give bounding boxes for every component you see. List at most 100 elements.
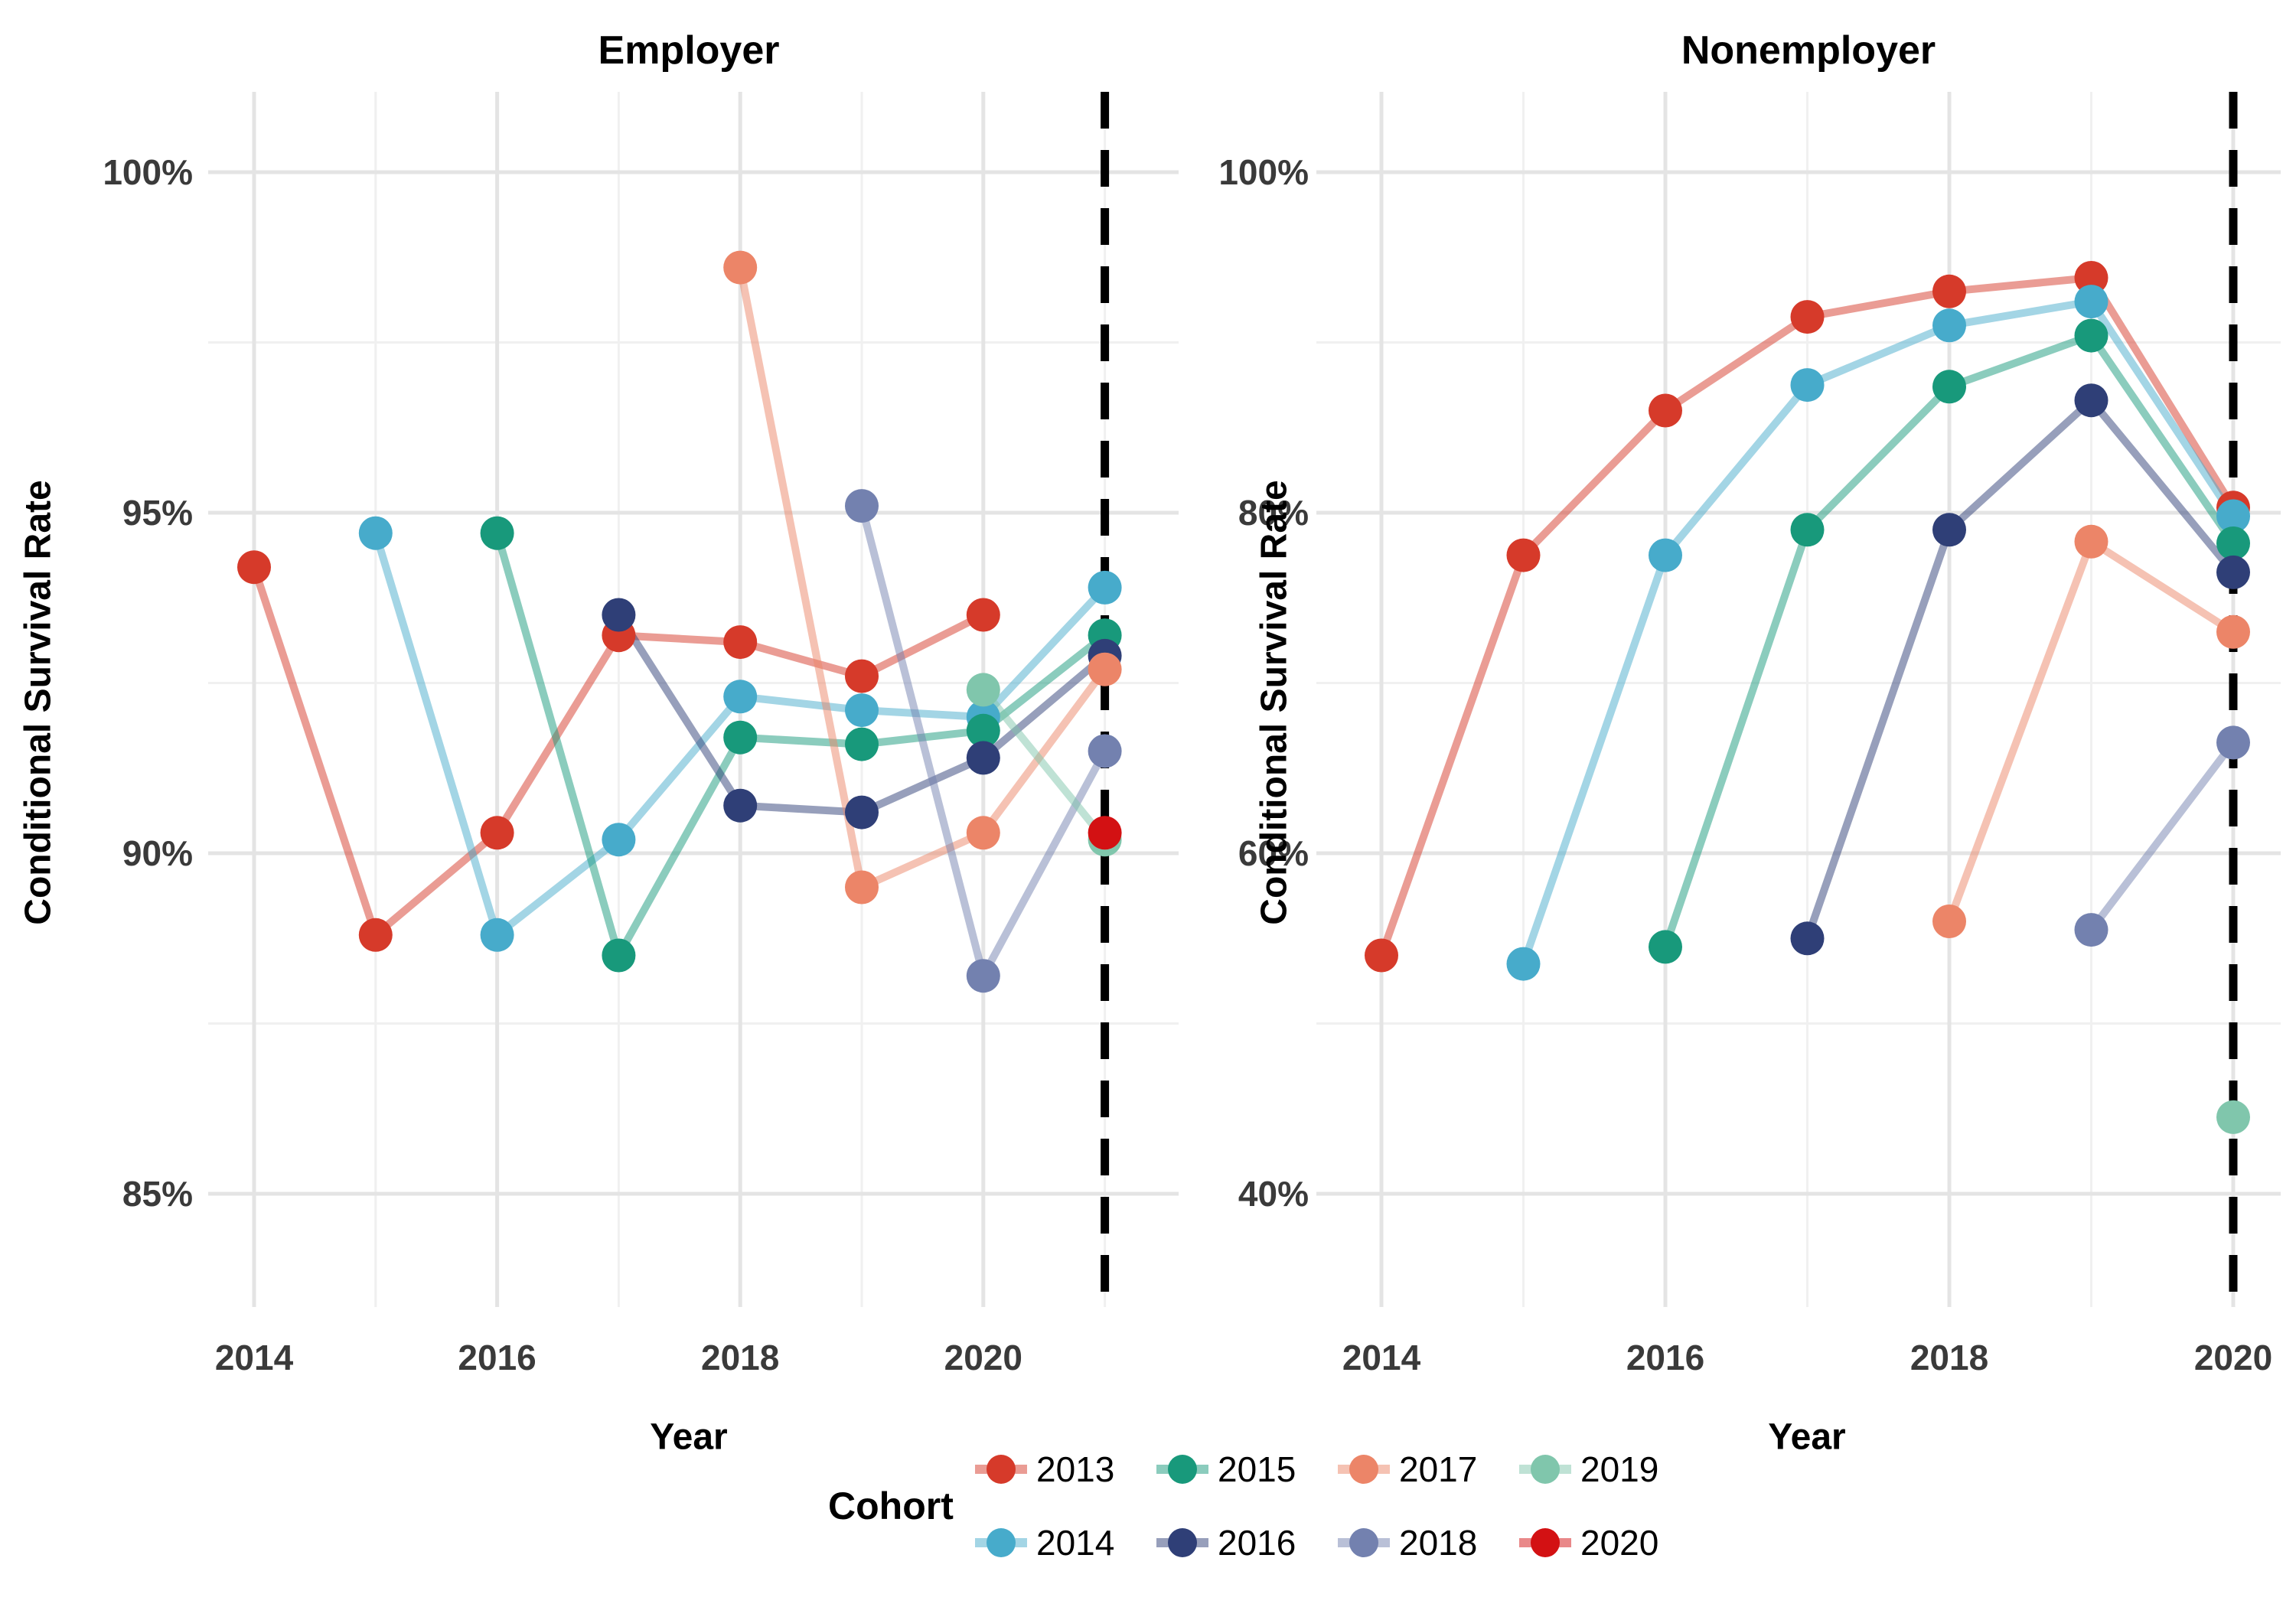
legend-swatch-2019 bbox=[1531, 1455, 1560, 1484]
x-tick-label: 2016 bbox=[458, 1338, 536, 1377]
data-point-2017 bbox=[845, 870, 879, 905]
y-tick-label: 80% bbox=[1238, 493, 1309, 533]
data-point-2017 bbox=[966, 816, 1000, 850]
data-point-2016 bbox=[602, 598, 636, 632]
data-point-2013 bbox=[1790, 300, 1825, 334]
panel-title-employer: Employer bbox=[598, 28, 780, 73]
data-point-2015 bbox=[845, 727, 879, 761]
data-point-2018 bbox=[2216, 725, 2250, 760]
legend-title: Cohort bbox=[828, 1485, 954, 1527]
legend-label-2016: 2016 bbox=[1218, 1523, 1296, 1563]
data-point-2013 bbox=[237, 550, 271, 585]
legend-label-2015: 2015 bbox=[1218, 1449, 1296, 1489]
data-point-2013 bbox=[723, 625, 758, 660]
data-point-2020 bbox=[1088, 816, 1122, 850]
data-point-2017 bbox=[1088, 652, 1122, 686]
series-line-2018 bbox=[2087, 738, 2237, 934]
x-tick-label: 2020 bbox=[2194, 1338, 2272, 1377]
data-point-2018 bbox=[966, 959, 1000, 993]
legend-swatch-2013 bbox=[987, 1455, 1016, 1484]
data-point-2014 bbox=[1506, 947, 1541, 981]
data-point-2015 bbox=[723, 720, 758, 755]
data-point-2017 bbox=[2074, 524, 2108, 559]
legend-label-2020: 2020 bbox=[1580, 1523, 1658, 1563]
series-line-2017 bbox=[736, 263, 1109, 892]
legend-swatch-2017 bbox=[1349, 1455, 1378, 1484]
y-axis-title-left: Conditional Survival Rate bbox=[18, 480, 59, 925]
data-point-2015 bbox=[602, 938, 636, 973]
series-line-2016 bbox=[1803, 396, 2237, 943]
data-point-2015 bbox=[1649, 930, 1682, 964]
data-point-2017 bbox=[2216, 614, 2250, 649]
x-tick-label: 2020 bbox=[944, 1338, 1022, 1377]
y-tick-label: 95% bbox=[122, 493, 193, 533]
y-axis-title-right: Conditional Survival Rate bbox=[1254, 480, 1295, 925]
data-point-2016 bbox=[723, 788, 758, 823]
data-point-2014 bbox=[2074, 285, 2108, 319]
data-point-2013 bbox=[845, 659, 879, 693]
data-point-2017 bbox=[1932, 905, 1966, 938]
y-tick-label: 100% bbox=[103, 152, 193, 192]
data-point-2013 bbox=[1506, 538, 1541, 572]
x-tick-label: 2018 bbox=[1910, 1338, 1988, 1377]
legend-label-2019: 2019 bbox=[1580, 1449, 1658, 1489]
data-point-2015 bbox=[1790, 513, 1825, 547]
data-point-2013 bbox=[1365, 938, 1398, 973]
legend-swatch-2014 bbox=[987, 1528, 1016, 1557]
y-tick-label: 40% bbox=[1238, 1174, 1309, 1214]
x-tick-label: 2016 bbox=[1626, 1338, 1704, 1377]
data-point-2016 bbox=[845, 795, 879, 830]
data-point-2013 bbox=[2074, 261, 2108, 295]
data-point-2018 bbox=[1088, 734, 1122, 768]
data-point-2016 bbox=[1932, 513, 1966, 547]
data-point-2018 bbox=[845, 489, 879, 523]
x-axis-title-left: Year bbox=[650, 1416, 728, 1458]
data-point-2016 bbox=[1790, 921, 1825, 956]
data-point-2015 bbox=[2074, 318, 2108, 353]
legend-swatch-2015 bbox=[1168, 1455, 1197, 1484]
data-point-2015 bbox=[480, 516, 514, 550]
y-tick-label: 60% bbox=[1238, 833, 1309, 873]
data-point-2015 bbox=[966, 713, 1000, 748]
data-point-2016 bbox=[966, 741, 1000, 775]
series-line-2019 bbox=[979, 686, 1109, 844]
y-tick-label: 85% bbox=[122, 1174, 193, 1214]
legend-label-2018: 2018 bbox=[1399, 1523, 1477, 1563]
data-point-2015 bbox=[2216, 526, 2250, 560]
data-point-2014 bbox=[1088, 570, 1122, 605]
legend-swatch-2016 bbox=[1168, 1528, 1197, 1557]
legend-label-2017: 2017 bbox=[1399, 1449, 1477, 1489]
data-point-2013 bbox=[966, 598, 1000, 632]
data-point-2013 bbox=[1932, 274, 1966, 308]
data-point-2016 bbox=[2074, 383, 2108, 418]
x-tick-label: 2014 bbox=[215, 1338, 294, 1377]
data-point-2016 bbox=[2216, 555, 2250, 589]
data-point-2017 bbox=[723, 250, 758, 285]
data-point-2014 bbox=[1790, 368, 1825, 403]
legend-label-2013: 2013 bbox=[1036, 1449, 1114, 1489]
data-point-2014 bbox=[1649, 538, 1682, 572]
legend-label-2014: 2014 bbox=[1036, 1523, 1114, 1563]
y-tick-label: 100% bbox=[1218, 152, 1309, 192]
data-point-2014 bbox=[602, 823, 636, 857]
data-point-2013 bbox=[480, 816, 514, 850]
data-point-2013 bbox=[1649, 393, 1682, 428]
legend-swatch-2018 bbox=[1349, 1528, 1378, 1557]
x-axis-title-right: Year bbox=[1768, 1416, 1846, 1458]
panel-title-nonemployer: Nonemployer bbox=[1681, 28, 1936, 73]
data-point-2018 bbox=[2074, 913, 2108, 947]
data-point-2014 bbox=[480, 918, 514, 952]
data-point-2019 bbox=[2216, 1100, 2250, 1134]
data-point-2014 bbox=[358, 516, 393, 550]
y-tick-label: 90% bbox=[122, 833, 193, 873]
data-point-2014 bbox=[845, 693, 879, 728]
x-tick-label: 2018 bbox=[701, 1338, 779, 1377]
data-point-2013 bbox=[358, 918, 393, 952]
data-point-2014 bbox=[1932, 308, 1966, 343]
data-point-2014 bbox=[723, 680, 758, 714]
legend-swatch-2020 bbox=[1531, 1528, 1560, 1557]
series-line-2014 bbox=[1519, 298, 2237, 968]
data-point-2015 bbox=[1932, 370, 1966, 404]
